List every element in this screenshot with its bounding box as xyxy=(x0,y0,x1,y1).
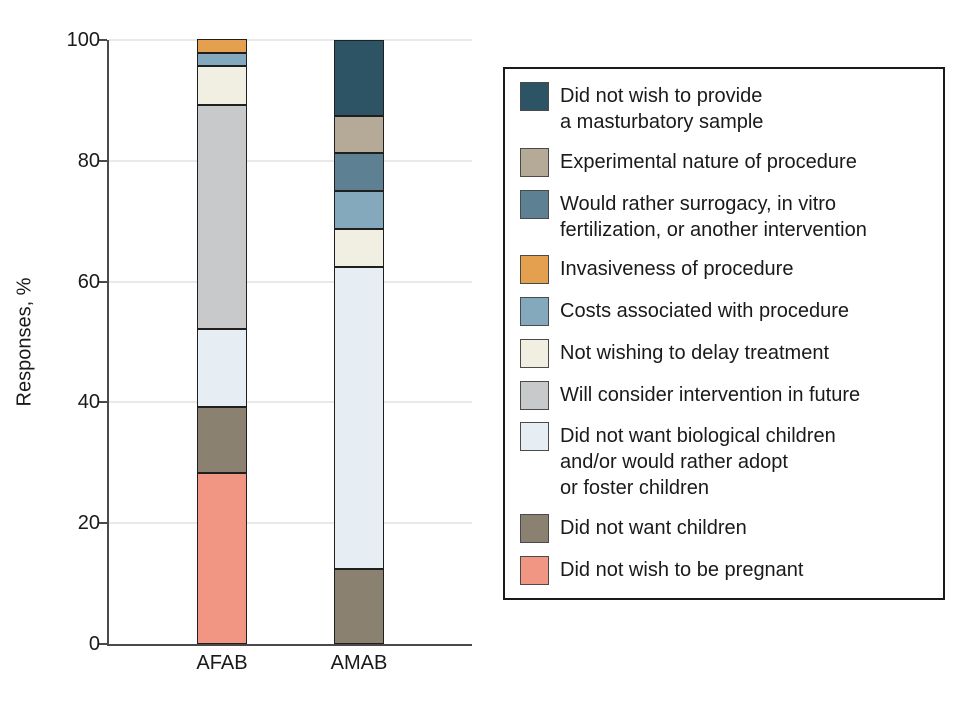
legend-label-masturbatory-sample: Did not wish to provide a masturbatory s… xyxy=(560,85,764,133)
segment-no-children-afab xyxy=(197,407,247,474)
x-axis-label-afab: AFAB xyxy=(196,652,248,674)
segment-no-biological-afab xyxy=(197,328,247,408)
y-tick-label-60: 60 xyxy=(77,270,100,293)
legend-swatch-costs xyxy=(520,297,549,327)
legend-label-pregnant: Did not wish to be pregnant xyxy=(560,558,804,581)
x-axis-label-amab: AMAB xyxy=(330,652,388,674)
y-tickmark-0 xyxy=(98,643,107,645)
legend-label-surrogacy: Would rather surrogacy, in vitro fertili… xyxy=(560,192,867,241)
y-tick-label-0: 0 xyxy=(88,633,100,655)
x-axis-line xyxy=(107,644,472,646)
legend-swatch-pregnant xyxy=(520,555,549,585)
legend-item-consider-future: Will consider intervention in future xyxy=(520,380,931,410)
y-tick-label-100: 100 xyxy=(66,29,100,51)
legend-label-experimental: Experimental nature of procedure xyxy=(560,150,857,173)
segment-experimental-amab xyxy=(334,115,384,154)
segment-delay-treatment-amab xyxy=(334,228,384,267)
legend-label-no-biological: Did not want biological children and/or … xyxy=(560,425,836,500)
legend-swatch-no-biological xyxy=(520,422,549,452)
legend-item-experimental: Experimental nature of procedure xyxy=(520,147,931,177)
legend-label-delay-treatment: Not wishing to delay treatment xyxy=(560,341,830,364)
y-tick-label-20: 20 xyxy=(77,512,100,535)
gridline-80 xyxy=(109,159,472,162)
legend-item-masturbatory-sample: Did not wish to provide a masturbatory s… xyxy=(520,82,931,135)
legend-item-invasiveness: Invasiveness of procedure xyxy=(520,255,931,285)
legend-label-consider-future: Will consider intervention in future xyxy=(560,383,861,406)
legend-item-pregnant: Did not wish to be pregnant xyxy=(520,555,931,585)
y-tickmark-80 xyxy=(98,159,107,162)
y-tick-label-80: 80 xyxy=(77,149,100,172)
segment-no-biological-amab xyxy=(334,266,384,569)
y-tickmark-20 xyxy=(98,522,107,525)
segment-consider-future-afab xyxy=(197,105,247,329)
segment-pregnant-afab xyxy=(197,473,247,644)
plot-area xyxy=(98,39,472,646)
segment-delay-treatment-afab xyxy=(197,65,247,106)
gridline-60 xyxy=(109,280,472,283)
legend-item-no-biological: Did not want biological children and/or … xyxy=(520,422,931,501)
legend-swatch-masturbatory-sample xyxy=(520,82,549,111)
segment-invasiveness-afab xyxy=(197,39,247,53)
y-tickmark-100 xyxy=(98,39,107,41)
legend-swatch-consider-future xyxy=(520,380,549,410)
legend-label-no-children: Did not want children xyxy=(560,517,747,540)
segment-surrogacy-amab xyxy=(334,153,384,191)
gridline-100 xyxy=(109,39,472,41)
segment-costs-afab xyxy=(197,52,247,66)
y-axis-title: Responses, % xyxy=(13,277,36,407)
y-tickmark-60 xyxy=(98,280,107,283)
legend-swatch-no-children xyxy=(520,514,549,544)
legend-item-delay-treatment: Not wishing to delay treatment xyxy=(520,338,931,368)
gridline-20 xyxy=(109,522,472,525)
legend: Did not wish to provide a masturbatory s… xyxy=(503,67,945,600)
gridline-40 xyxy=(109,401,472,404)
bar-amab xyxy=(334,40,384,644)
legend-swatch-delay-treatment xyxy=(520,338,549,368)
legend-swatch-experimental xyxy=(520,147,549,177)
y-axis-line xyxy=(107,40,109,646)
y-tickmark-40 xyxy=(98,401,107,404)
legend-swatch-surrogacy xyxy=(520,189,549,219)
segment-costs-amab xyxy=(334,191,384,229)
y-tick-label-40: 40 xyxy=(77,391,100,414)
bar-afab xyxy=(197,39,247,644)
segment-masturbatory-sample-amab xyxy=(334,40,384,116)
legend-item-surrogacy: Would rather surrogacy, in vitro fertili… xyxy=(520,189,931,243)
legend-item-no-children: Did not want children xyxy=(520,514,931,544)
segment-no-children-amab xyxy=(334,568,384,644)
legend-item-costs: Costs associated with procedure xyxy=(520,297,931,327)
legend-label-costs: Costs associated with procedure xyxy=(560,300,850,323)
legend-swatch-invasiveness xyxy=(520,255,549,285)
legend-label-invasiveness: Invasiveness of procedure xyxy=(560,258,794,281)
